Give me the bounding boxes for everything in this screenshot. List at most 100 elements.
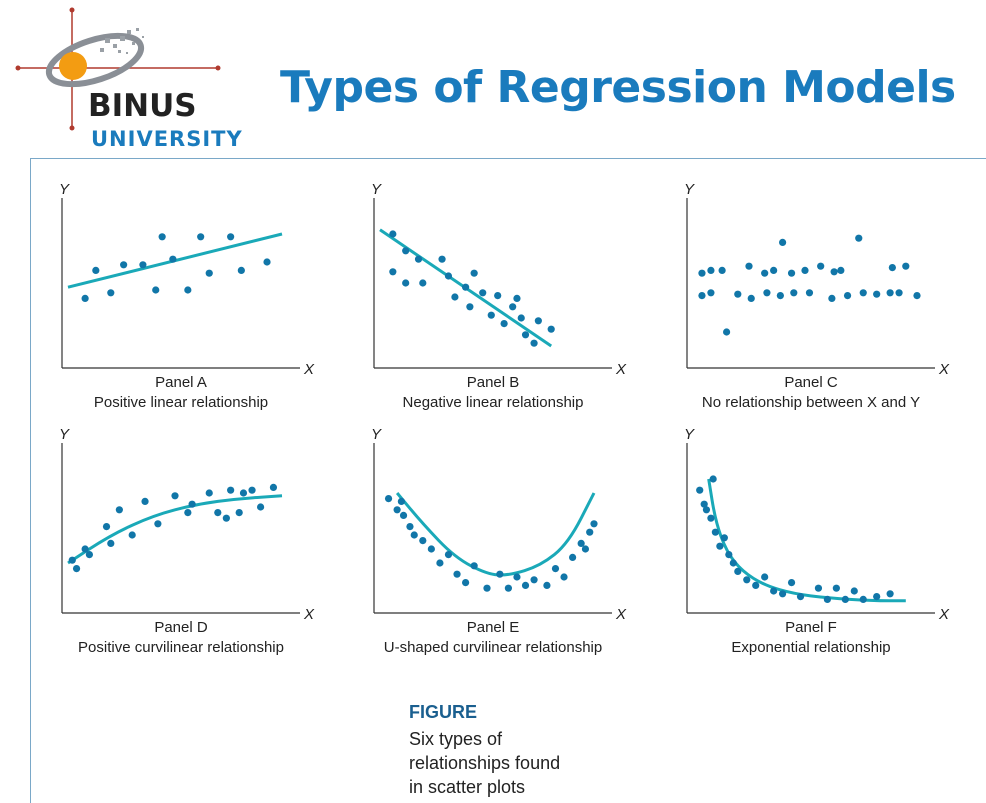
- data-point: [419, 279, 427, 287]
- data-point: [590, 520, 598, 528]
- data-point: [81, 545, 89, 553]
- caption-line: in scatter plots: [409, 777, 526, 797]
- data-point: [841, 595, 849, 603]
- scatter-panel: Y X Panel F Exponential relationship: [684, 426, 950, 656]
- panel-subtitle: Positive linear relationship: [94, 394, 268, 411]
- data-point: [470, 269, 478, 277]
- data-point: [152, 286, 160, 294]
- data-point: [734, 567, 742, 575]
- scatter-panel: Y X Panel C No relationship between X and Y: [684, 181, 950, 411]
- data-point: [761, 269, 769, 277]
- data-point: [169, 255, 177, 263]
- data-point: [521, 331, 530, 339]
- y-axis-label: Y: [684, 426, 695, 443]
- fit-curve: [67, 494, 283, 565]
- data-point: [513, 294, 521, 302]
- data-point: [855, 234, 863, 242]
- caption-line: Six types of: [409, 729, 503, 749]
- data-point: [743, 576, 751, 584]
- data-point: [504, 584, 512, 592]
- panel-subtitle: Negative linear relationship: [403, 394, 584, 411]
- data-point: [257, 503, 265, 511]
- data-point: [384, 495, 393, 503]
- data-point: [102, 523, 111, 531]
- data-point: [702, 506, 711, 514]
- data-point: [184, 509, 192, 517]
- data-point: [718, 266, 726, 274]
- data-point: [729, 559, 737, 567]
- page-title: Types of Regression Models: [280, 62, 956, 113]
- data-point: [235, 509, 243, 517]
- panel-title: Panel A: [155, 374, 207, 391]
- data-point: [776, 292, 784, 300]
- scatter-panel: Y X Panel E U-shaped curvilinear relationsh…: [371, 426, 627, 656]
- figure-caption: FIGURE Six types of relationships found …: [409, 702, 609, 799]
- data-point: [569, 553, 577, 561]
- data-point: [698, 269, 706, 277]
- data-point: [787, 579, 796, 587]
- panel-title: Panel C: [784, 374, 838, 391]
- data-point: [837, 266, 845, 274]
- data-point: [716, 542, 724, 550]
- data-point: [551, 565, 560, 573]
- data-point: [886, 590, 894, 598]
- data-point: [711, 528, 720, 536]
- data-point: [723, 328, 731, 336]
- panel-subtitle: Exponential relationship: [731, 639, 890, 656]
- y-axis-label: Y: [371, 426, 382, 443]
- data-point: [205, 269, 213, 277]
- data-point: [888, 264, 896, 272]
- data-point: [902, 262, 910, 270]
- data-point: [389, 268, 397, 276]
- data-point: [436, 559, 444, 567]
- x-axis-label: X: [938, 606, 950, 623]
- x-axis-label: X: [303, 361, 315, 378]
- data-point: [707, 289, 715, 297]
- data-point: [227, 486, 235, 494]
- data-point: [577, 539, 585, 547]
- scatter-panel: Y X Panel D Positive curvilinear relationsh…: [59, 426, 315, 656]
- data-point: [419, 537, 427, 545]
- data-point: [72, 565, 81, 573]
- data-point: [81, 294, 89, 302]
- data-point: [843, 292, 852, 300]
- panel-title: Panel F: [785, 619, 837, 636]
- data-point: [414, 255, 423, 263]
- x-axis-label: X: [615, 606, 627, 623]
- scatter-panels-figure: Y X Panel A Positive linear relationship Y X P…: [59, 181, 950, 656]
- data-point: [239, 489, 248, 497]
- data-point: [873, 593, 881, 601]
- data-point: [500, 320, 508, 328]
- data-point: [560, 573, 568, 581]
- y-axis-label: Y: [59, 426, 70, 443]
- data-point: [197, 233, 205, 241]
- data-point: [779, 590, 787, 598]
- data-point: [734, 290, 742, 298]
- data-point: [873, 290, 881, 298]
- panel-title: Panel E: [467, 619, 520, 636]
- data-point: [513, 573, 521, 581]
- data-point: [586, 528, 594, 536]
- data-point: [483, 584, 491, 592]
- data-point: [188, 500, 196, 508]
- data-point: [509, 303, 517, 311]
- data-point: [92, 266, 100, 274]
- y-axis-label: Y: [371, 181, 382, 198]
- data-point: [770, 587, 778, 595]
- data-point: [214, 509, 222, 517]
- data-point: [479, 289, 487, 297]
- data-point: [402, 247, 410, 255]
- data-point: [763, 289, 771, 297]
- panel-subtitle: Positive curvilinear relationship: [78, 639, 284, 656]
- data-point: [154, 520, 162, 528]
- data-point: [269, 483, 278, 491]
- scatter-panel: Y X Panel B Negative linear relationship: [371, 181, 627, 411]
- data-point: [406, 523, 414, 531]
- data-point: [462, 283, 470, 291]
- data-point: [402, 279, 410, 287]
- x-axis-label: X: [938, 361, 950, 378]
- data-point: [139, 261, 147, 269]
- data-point: [725, 551, 733, 559]
- data-point: [547, 325, 555, 333]
- data-point: [832, 584, 840, 592]
